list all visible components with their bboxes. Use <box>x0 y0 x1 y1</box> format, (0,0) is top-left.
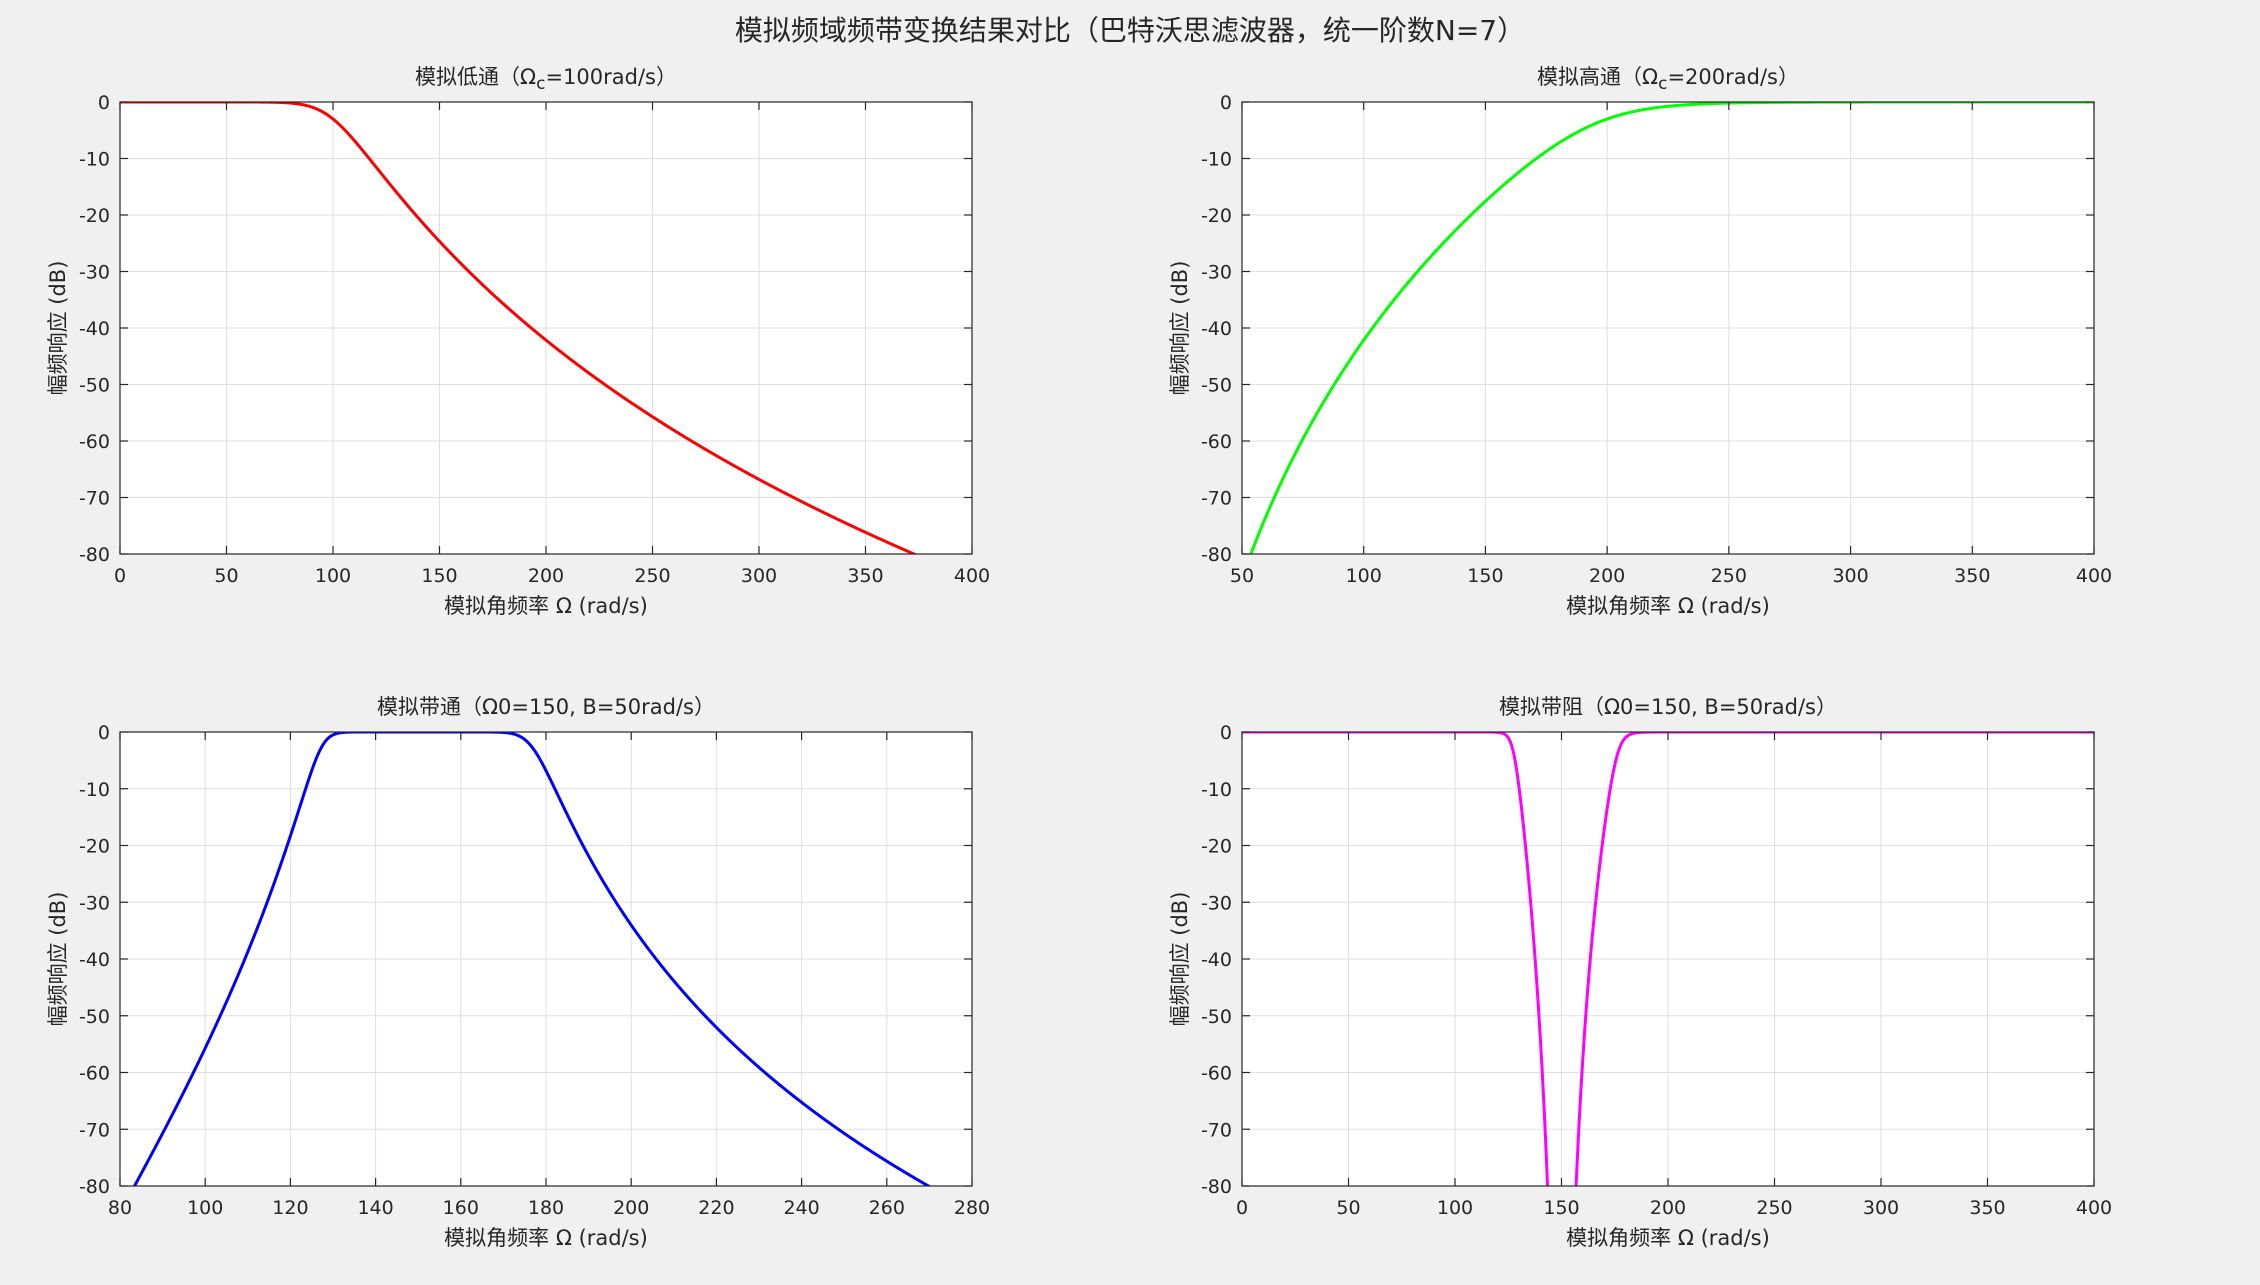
x-tick-label: 100 <box>187 1197 223 1219</box>
y-axis-label: 幅频响应 (dB) <box>1168 261 1192 396</box>
x-tick-label: 400 <box>2076 1197 2112 1219</box>
y-tick-label: 0 <box>98 92 110 114</box>
x-axis-label: 模拟角频率 Ω (rad/s) <box>1566 1226 1770 1250</box>
subplot-title: 模拟低通（Ωc=100rad/s） <box>415 65 677 94</box>
x-tick-label: 240 <box>783 1197 819 1219</box>
y-tick-label: -30 <box>1201 892 1232 914</box>
y-axis-label: 幅频响应 (dB) <box>46 261 70 396</box>
y-tick-label: -30 <box>79 262 110 284</box>
y-tick-label: -20 <box>79 836 110 858</box>
x-tick-label: 80 <box>108 1197 132 1219</box>
y-tick-label: -40 <box>1201 949 1232 971</box>
y-tick-label: -40 <box>79 318 110 340</box>
x-tick-label: 400 <box>954 565 990 587</box>
x-tick-label: 50 <box>214 565 238 587</box>
x-tick-label: 200 <box>528 565 564 587</box>
y-tick-label: -10 <box>79 149 110 171</box>
subplot-bandstop: 0 50 100 150 200 250 300 350 400 0 -10 -20 -30 -40 -50… <box>1168 695 2112 1250</box>
x-axis-label: 模拟角频率 Ω (rad/s) <box>444 1226 648 1250</box>
x-axis-label: 模拟角频率 Ω (rad/s) <box>444 594 648 618</box>
x-tick-label: 200 <box>1650 1197 1686 1219</box>
x-tick-label: 160 <box>443 1197 479 1219</box>
y-tick-label: -30 <box>1201 262 1232 284</box>
y-tick-label: -60 <box>79 431 110 453</box>
x-tick-label: 350 <box>847 565 883 587</box>
figure-title: 模拟频域频带变换结果对比（巴特沃思滤波器，统一阶数N=7） <box>735 14 1525 47</box>
x-tick-label: 120 <box>272 1197 308 1219</box>
x-tick-label: 140 <box>357 1197 393 1219</box>
x-tick-label: 0 <box>1236 1197 1248 1219</box>
x-tick-label: 200 <box>1589 565 1625 587</box>
y-tick-label: -50 <box>79 1006 110 1028</box>
x-tick-label: 0 <box>114 565 126 587</box>
x-tick-label: 180 <box>528 1197 564 1219</box>
x-tick-label: 100 <box>315 565 351 587</box>
x-tick-label: 200 <box>613 1197 649 1219</box>
x-tick-label: 50 <box>1336 1197 1360 1219</box>
y-tick-label: -20 <box>1201 836 1232 858</box>
y-tick-label: -60 <box>1201 1063 1232 1085</box>
x-tick-label: 100 <box>1437 1197 1473 1219</box>
subplot-title: 模拟高通（Ωc=200rad/s） <box>1537 65 1799 94</box>
x-tick-label: 100 <box>1346 565 1382 587</box>
y-tick-label: -70 <box>79 488 110 510</box>
y-tick-label: -10 <box>1201 779 1232 801</box>
x-tick-label: 350 <box>1969 1197 2005 1219</box>
y-tick-label: 0 <box>1220 92 1232 114</box>
series-line <box>132 732 932 1186</box>
y-tick-label: -80 <box>1201 544 1232 566</box>
y-tick-label: 0 <box>1220 722 1232 744</box>
x-tick-label: 280 <box>954 1197 990 1219</box>
subplot-highpass: 50 100 150 200 250 300 350 400 0 -10 -20 -30 -40 -50 -… <box>1168 65 2112 618</box>
x-tick-label: 250 <box>634 565 670 587</box>
y-axis-label: 幅频响应 (dB) <box>1168 892 1192 1027</box>
y-tick-label: -20 <box>79 205 110 227</box>
x-tick-label: 150 <box>1467 565 1503 587</box>
y-tick-label: -30 <box>79 892 110 914</box>
y-tick-label: -10 <box>79 779 110 801</box>
y-tick-label: -70 <box>1201 488 1232 510</box>
subplot-title: 模拟带通（Ω0=150, B=50rad/s） <box>377 695 715 719</box>
x-tick-label: 260 <box>869 1197 905 1219</box>
x-tick-label: 300 <box>1863 1197 1899 1219</box>
y-tick-label: -50 <box>1201 1006 1232 1028</box>
y-tick-label: -40 <box>1201 318 1232 340</box>
y-tick-label: -70 <box>79 1119 110 1141</box>
x-tick-label: 400 <box>2076 565 2112 587</box>
subplot-title: 模拟带阻（Ω0=150, B=50rad/s） <box>1499 695 1837 719</box>
subplot-bandpass: 80 100 120 140 160 180 200 220 240 260 280 0 -10 -20 -… <box>46 695 990 1250</box>
y-tick-label: -80 <box>79 544 110 566</box>
y-tick-label: -50 <box>79 375 110 397</box>
x-tick-label: 50 <box>1230 565 1254 587</box>
x-tick-label: 150 <box>421 565 457 587</box>
y-tick-label: -60 <box>1201 431 1232 453</box>
y-tick-label: -80 <box>79 1176 110 1198</box>
y-tick-label: -60 <box>79 1063 110 1085</box>
x-tick-label: 350 <box>1954 565 1990 587</box>
x-tick-label: 300 <box>741 565 777 587</box>
y-tick-label: -40 <box>79 949 110 971</box>
y-tick-label: -70 <box>1201 1119 1232 1141</box>
subplot-lowpass: 0 50 100 150 200 250 300 350 400 0 -10 -20 -30 -40 -50… <box>46 65 990 618</box>
y-tick-label: -50 <box>1201 375 1232 397</box>
y-tick-label: 0 <box>98 722 110 744</box>
x-tick-label: 250 <box>1711 565 1747 587</box>
y-tick-label: -10 <box>1201 149 1232 171</box>
y-axis-label: 幅频响应 (dB) <box>46 892 70 1027</box>
x-tick-label: 150 <box>1543 1197 1579 1219</box>
x-tick-label: 300 <box>1832 565 1868 587</box>
x-axis-label: 模拟角频率 Ω (rad/s) <box>1566 594 1770 618</box>
y-tick-label: -20 <box>1201 205 1232 227</box>
x-tick-label: 220 <box>698 1197 734 1219</box>
y-tick-label: -80 <box>1201 1176 1232 1198</box>
x-tick-label: 250 <box>1756 1197 1792 1219</box>
